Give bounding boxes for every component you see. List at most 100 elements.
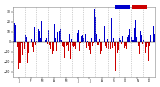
Bar bbox=[32, 42, 33, 47]
Bar bbox=[18, 42, 19, 69]
Bar bbox=[122, 36, 123, 42]
Bar bbox=[115, 42, 116, 70]
Bar bbox=[20, 42, 21, 63]
Bar bbox=[152, 41, 153, 42]
Bar bbox=[44, 42, 45, 46]
Bar bbox=[97, 42, 98, 45]
Bar bbox=[17, 42, 18, 47]
Bar bbox=[126, 42, 127, 49]
Bar bbox=[85, 34, 86, 42]
Bar bbox=[66, 42, 67, 46]
Bar bbox=[153, 26, 154, 42]
Bar bbox=[91, 38, 92, 42]
Bar bbox=[31, 39, 32, 42]
Bar bbox=[151, 42, 152, 50]
Bar bbox=[55, 37, 56, 42]
Bar bbox=[99, 39, 100, 42]
Bar bbox=[50, 42, 51, 49]
Bar bbox=[63, 42, 64, 48]
Bar bbox=[64, 42, 65, 58]
Bar bbox=[123, 42, 124, 44]
Bar bbox=[148, 42, 149, 61]
Bar bbox=[49, 42, 50, 45]
Bar bbox=[25, 35, 26, 42]
Bar bbox=[133, 40, 134, 42]
Bar bbox=[95, 15, 96, 42]
Bar bbox=[149, 42, 150, 46]
Bar bbox=[47, 42, 48, 44]
Bar bbox=[38, 29, 39, 42]
Bar bbox=[104, 26, 105, 42]
Bar bbox=[132, 40, 133, 42]
Bar bbox=[14, 23, 15, 42]
Bar bbox=[24, 42, 25, 49]
Bar bbox=[86, 42, 87, 48]
Bar bbox=[112, 42, 113, 48]
Bar bbox=[129, 29, 130, 42]
Bar bbox=[124, 42, 125, 48]
Bar bbox=[109, 30, 110, 42]
Bar bbox=[106, 42, 107, 48]
Bar bbox=[108, 42, 109, 49]
Bar bbox=[136, 37, 137, 42]
Bar bbox=[81, 36, 82, 42]
Bar bbox=[135, 20, 136, 42]
Bar bbox=[147, 42, 148, 44]
Bar bbox=[140, 31, 141, 42]
Bar bbox=[34, 27, 35, 42]
Bar bbox=[146, 42, 147, 47]
Bar bbox=[62, 42, 63, 46]
Bar bbox=[90, 42, 91, 54]
Bar bbox=[88, 42, 89, 46]
Bar bbox=[13, 41, 14, 42]
Bar bbox=[30, 42, 31, 58]
Bar bbox=[100, 38, 101, 42]
Bar bbox=[125, 42, 126, 46]
Bar bbox=[101, 42, 102, 51]
Bar bbox=[117, 42, 118, 53]
Bar bbox=[98, 42, 99, 45]
Bar bbox=[96, 34, 97, 42]
Bar bbox=[113, 38, 114, 42]
Bar bbox=[77, 33, 78, 42]
Bar bbox=[73, 42, 74, 47]
Bar bbox=[79, 42, 80, 51]
Bar bbox=[94, 9, 95, 42]
Bar bbox=[40, 38, 41, 42]
Bar bbox=[33, 42, 34, 52]
Bar bbox=[46, 37, 47, 42]
Bar bbox=[54, 24, 55, 42]
Bar bbox=[105, 42, 106, 46]
Bar bbox=[84, 41, 85, 42]
Bar bbox=[69, 34, 70, 42]
Bar bbox=[119, 38, 120, 42]
Bar bbox=[150, 35, 151, 42]
Bar bbox=[131, 37, 132, 42]
Bar bbox=[80, 42, 81, 43]
Bar bbox=[48, 30, 49, 42]
Bar bbox=[53, 42, 54, 51]
Bar bbox=[22, 42, 23, 55]
Bar bbox=[145, 42, 146, 53]
Bar bbox=[143, 40, 144, 42]
Bar bbox=[19, 42, 20, 63]
Bar bbox=[16, 34, 17, 42]
Bar bbox=[60, 29, 61, 42]
Bar bbox=[45, 40, 46, 42]
Bar bbox=[78, 30, 79, 42]
Bar bbox=[154, 34, 155, 42]
Bar bbox=[82, 35, 83, 42]
Bar bbox=[114, 42, 115, 46]
Bar bbox=[134, 28, 135, 42]
Bar bbox=[83, 37, 84, 42]
Bar bbox=[92, 42, 93, 46]
Bar bbox=[15, 25, 16, 42]
Bar bbox=[36, 41, 37, 42]
Bar bbox=[70, 42, 71, 59]
Bar bbox=[87, 41, 88, 42]
Bar bbox=[141, 35, 142, 42]
Bar bbox=[21, 42, 22, 43]
Bar bbox=[89, 42, 90, 50]
Bar bbox=[118, 42, 119, 50]
Bar bbox=[61, 40, 62, 42]
